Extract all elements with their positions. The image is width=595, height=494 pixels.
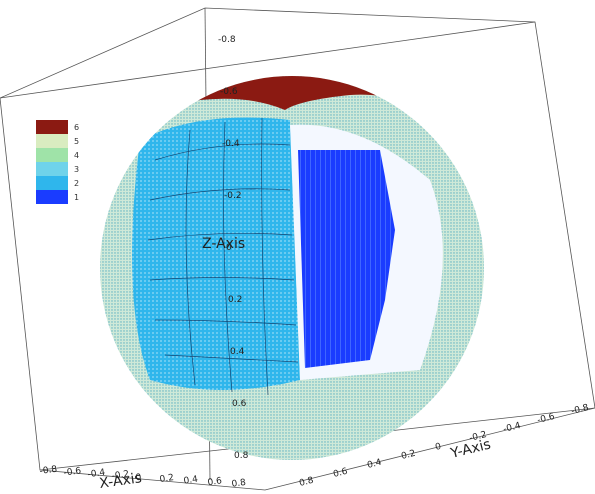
- y-tick-2: 0.4: [366, 458, 383, 471]
- x-axis-title: X-Axis: [98, 470, 142, 492]
- axis-ticks: -0.8 -0.6 -0.4 -0.2 0 0.2 0.4 0.6 0.8 -0.8 -0.6 -0.…: [39, 35, 590, 490]
- z-tick-2: -0.4: [222, 139, 240, 149]
- y-axis-title: Y-Axis: [448, 437, 492, 463]
- x-tick-0: -0.8: [39, 465, 58, 477]
- light-blue-region: [132, 117, 300, 390]
- legend-swatch-6: [36, 120, 68, 134]
- z-tick-7: 0.6: [232, 399, 247, 409]
- z-tick-4: 0: [226, 243, 232, 253]
- sphere: [100, 76, 484, 460]
- z-axis-title: Z-Axis: [202, 236, 245, 252]
- legend-label-2: 2: [74, 179, 79, 188]
- legend-label-6: 6: [74, 123, 79, 132]
- dark-blue-core: [298, 150, 395, 368]
- x-tick-4: 0: [135, 473, 142, 484]
- y-tick-8: -0.8: [570, 403, 590, 417]
- x-tick-7: 0.6: [207, 476, 223, 488]
- z-tick-5: 0.2: [228, 295, 242, 305]
- z-tick-8: 0.8: [234, 451, 249, 461]
- x-tick-2: -0.4: [87, 468, 106, 480]
- z-tick-1: -0.6: [220, 87, 238, 97]
- surface-grid: [147, 117, 299, 396]
- legend-swatch-5: [36, 134, 68, 148]
- y-tick-4: 0: [434, 442, 442, 453]
- x-tick-3: -0.2: [111, 469, 130, 481]
- legend-swatch-2: [36, 176, 68, 190]
- y-tick-5: -0.2: [468, 430, 487, 444]
- z-tick-6: 0.4: [230, 347, 245, 357]
- z-tick-3: -0.2: [224, 191, 242, 201]
- x-tick-5: 0.2: [159, 473, 175, 485]
- legend-swatch-3: [36, 162, 68, 176]
- y-tick-6: -0.4: [502, 421, 522, 435]
- legend-swatch-1: [36, 190, 68, 204]
- x-tick-1: -0.6: [63, 466, 82, 478]
- z-tick-0: -0.8: [218, 35, 236, 45]
- legend-label-5: 5: [74, 137, 79, 146]
- y-tick-7: -0.6: [536, 412, 556, 426]
- y-tick-3: 0.2: [400, 449, 416, 462]
- x-tick-6: 0.4: [183, 475, 199, 487]
- legend-label-1: 1: [74, 193, 79, 202]
- legend-label-3: 3: [74, 165, 79, 174]
- y-tick-0: 0.8: [298, 476, 315, 489]
- legend: 6 5 4 3 2 1: [36, 120, 79, 204]
- legend-label-4: 4: [74, 151, 79, 160]
- y-tick-1: 0.6: [332, 467, 349, 480]
- legend-swatch-4: [36, 148, 68, 162]
- x-tick-8: 0.8: [231, 478, 247, 490]
